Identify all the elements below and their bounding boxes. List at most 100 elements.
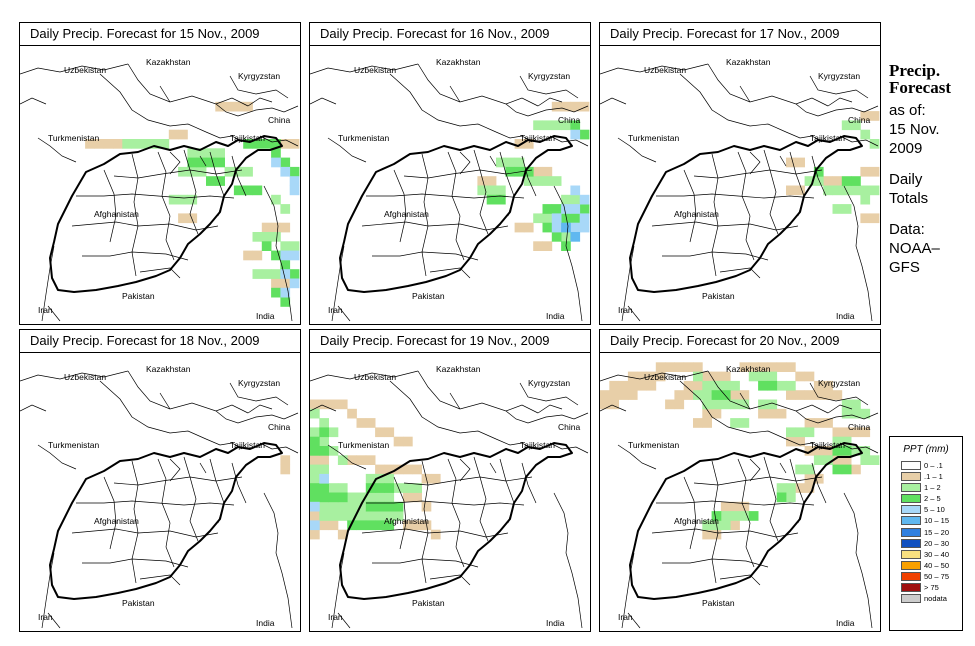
panel-title: Daily Precip. Forecast for 15 Nov., 2009 — [20, 23, 300, 46]
precip-cell — [337, 492, 348, 503]
legend-item: 10 – 15 — [890, 515, 962, 526]
precip-cell — [533, 176, 543, 186]
precip-cell — [795, 483, 805, 493]
legend-item: > 75 — [890, 582, 962, 593]
legend-title: PPT (mm) — [903, 444, 949, 455]
precip-cell — [551, 222, 562, 233]
precip-cell — [551, 120, 562, 131]
precip-cell — [570, 101, 581, 112]
precip-cell — [319, 436, 329, 447]
precip-cell — [328, 492, 339, 503]
precip-cell — [393, 511, 404, 521]
precip-cell — [337, 511, 348, 521]
precip-cell — [683, 362, 694, 372]
precip-cell — [542, 241, 553, 251]
precip-cell — [579, 204, 590, 214]
precip-cell — [851, 399, 861, 410]
precip-cell — [786, 157, 796, 168]
precip-cell — [730, 501, 740, 512]
precip-cell — [261, 139, 272, 149]
precip-cell — [233, 101, 244, 112]
precip-cell — [570, 120, 581, 131]
precip-cell — [384, 520, 395, 531]
precip-cell — [215, 101, 225, 112]
precip-cell — [702, 408, 712, 419]
precip-cell — [869, 111, 880, 121]
precip-cell — [430, 473, 441, 484]
precip-cell — [215, 157, 225, 168]
precip-cell — [289, 250, 300, 261]
precip-cell — [310, 399, 320, 410]
precip-cell — [113, 139, 123, 149]
precip-cell — [365, 501, 376, 512]
precip-cell — [206, 148, 216, 158]
precip-cell — [289, 269, 300, 279]
precip-cell — [804, 483, 815, 493]
precip-cell — [609, 380, 619, 391]
precip-cell — [319, 455, 329, 465]
legend-label: 5 – 10 — [924, 505, 945, 515]
totals-line-2: Totals — [889, 190, 929, 207]
precip-cell — [720, 399, 731, 410]
precip-cell — [804, 464, 815, 475]
precip-cell — [271, 287, 281, 298]
precip-cell — [496, 157, 506, 168]
precip-cell — [310, 483, 320, 493]
turkmenistan-label: Turkmenistan — [338, 133, 389, 143]
turkmenistan-label: Turkmenistan — [338, 440, 389, 450]
legend-item: 20 – 30 — [890, 538, 962, 549]
precip-cell — [674, 390, 685, 400]
precip-cell — [786, 390, 796, 400]
precip-cell — [748, 362, 759, 372]
precip-cell — [252, 185, 263, 196]
pakistan-label: Pakistan — [122, 291, 155, 301]
precip-cell — [310, 492, 320, 503]
india-label: India — [836, 311, 855, 321]
precip-cell — [832, 427, 843, 438]
precip-cell — [375, 520, 385, 531]
precip-cell — [702, 390, 712, 400]
precip-cell — [375, 483, 385, 493]
precip-cell — [486, 176, 497, 186]
precip-cell — [356, 455, 367, 465]
precip-cell — [739, 511, 750, 521]
precip-cell — [403, 464, 413, 475]
precip-cell — [523, 166, 534, 177]
precip-cell — [851, 185, 861, 196]
precip-cell — [533, 120, 543, 131]
precip-cell — [310, 520, 320, 531]
precip-cell — [319, 501, 329, 512]
precip-cell — [252, 139, 263, 149]
precip-cell — [786, 492, 796, 503]
precip-cell — [375, 427, 385, 438]
precip-cell — [187, 157, 198, 168]
precip-cell — [851, 464, 861, 475]
precip-cell — [627, 390, 638, 400]
precip-cell — [85, 139, 95, 149]
afghanistan-label: Afghanistan — [674, 209, 719, 219]
precip-cell — [224, 101, 235, 112]
pakistan-label: Pakistan — [412, 291, 445, 301]
precip-cell — [786, 380, 796, 391]
precip-cell — [271, 222, 281, 233]
precip-cell — [243, 250, 253, 261]
legend-swatch — [901, 549, 921, 559]
kyrgyzstan-label: Kyrgyzstan — [818, 378, 860, 388]
precip-cell — [841, 399, 852, 410]
precip-cell — [739, 362, 750, 372]
precip-cell — [804, 176, 815, 186]
uzbekistan-label: Uzbekistan — [64, 372, 106, 382]
forecast-panel-16-nov: Daily Precip. Forecast for 16 Nov., 2009… — [309, 22, 591, 325]
precip-cell — [412, 464, 422, 475]
precip-cell — [841, 436, 852, 447]
precip-cell — [795, 185, 805, 196]
kyrgyzstan-label: Kyrgyzstan — [528, 378, 570, 388]
afghanistan-label: Afghanistan — [384, 209, 429, 219]
precip-cell — [841, 185, 852, 196]
precip-cell — [243, 185, 253, 196]
precip-cell — [860, 166, 871, 177]
precip-cell — [683, 390, 694, 400]
forecast-panel-15-nov: Daily Precip. Forecast for 15 Nov., 2009… — [19, 22, 301, 325]
tajikistan-label: Tajikistan — [230, 440, 265, 450]
precip-cell — [551, 213, 562, 224]
